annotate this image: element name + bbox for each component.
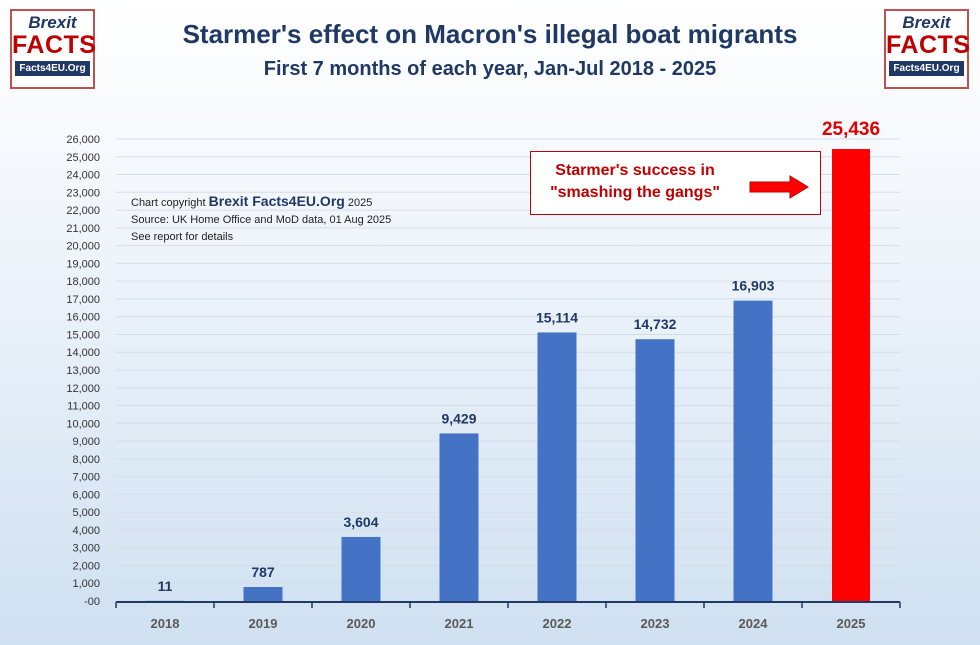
x-tick-label-2022: 2022 — [543, 616, 572, 631]
data-label-2021: 9,429 — [441, 410, 476, 426]
data-label-2024: 16,903 — [732, 278, 775, 294]
callout-line-1: Starmer's success in — [555, 162, 715, 179]
x-tick-label-2021: 2021 — [445, 616, 474, 631]
y-tick-label: 12,000 — [66, 383, 100, 395]
copyright-line: Chart copyright Brexit Facts4EU.Org 2025 — [131, 193, 391, 212]
x-tick-label-2023: 2023 — [641, 616, 670, 631]
bars — [145, 149, 870, 602]
data-label-2023: 14,732 — [634, 316, 677, 332]
brexit-facts-logo-left: Brexit FACTS Facts4EU.Org — [10, 9, 97, 89]
y-tick-label: 6,000 — [72, 489, 100, 501]
y-tick-label: 25,000 — [66, 152, 100, 164]
y-tick-label: 16,000 — [66, 312, 100, 324]
y-tick-label: 7,000 — [72, 472, 100, 484]
report-note: See report for details — [131, 231, 234, 243]
y-tick-label: 5,000 — [72, 507, 100, 519]
logo-line-url: Facts4EU.Org — [15, 61, 90, 76]
y-tick-label: 10,000 — [66, 418, 100, 430]
logo-line-url: Facts4EU.Org — [889, 61, 964, 76]
brexit-facts-logo-right: Brexit FACTS Facts4EU.Org — [884, 9, 971, 89]
copyright-brand: Brexit Facts4EU.Org — [208, 193, 345, 209]
logo-line-brexit: Brexit — [28, 13, 77, 32]
y-tick-label: 17,000 — [66, 294, 100, 306]
logo-line-facts: FACTS — [12, 31, 97, 59]
bar-2019 — [243, 587, 283, 601]
logo-line-facts: FACTS — [886, 31, 971, 59]
data-label-2019: 787 — [251, 564, 275, 580]
callout-box: Starmer's success in "smashing the gangs… — [530, 151, 821, 215]
bar-2023 — [635, 339, 675, 601]
y-tick-label: 11,000 — [67, 401, 100, 413]
y-tick-label: 22,000 — [66, 205, 100, 217]
bar-2020 — [341, 536, 381, 601]
copyright-year: 2025 — [344, 197, 373, 209]
data-label-2025: 25,436 — [822, 119, 880, 140]
y-tick-label: 20,000 — [66, 241, 100, 253]
x-axis — [115, 601, 901, 608]
data-label-2020: 3,604 — [343, 514, 378, 530]
y-tick-label: 19,000 — [66, 258, 100, 270]
arrow-right-icon — [749, 175, 809, 199]
y-tick-label: 2,000 — [72, 560, 100, 572]
y-tick-label: 13,000 — [66, 365, 100, 377]
x-tick-label-2020: 2020 — [347, 616, 376, 631]
y-tick-label: 1,000 — [72, 578, 100, 590]
copyright-prefix: Chart copyright — [131, 197, 209, 209]
y-tick-label: 24,000 — [66, 170, 100, 182]
y-tick-label: -00 — [84, 596, 100, 608]
chart-credits: Chart copyright Brexit Facts4EU.Org 2025… — [131, 193, 391, 246]
y-axis-ticks: -00 1,000 2,000 3,000 4,000 5,000 6,000 7,000 8,… — [66, 134, 100, 608]
x-tick-label-2018: 2018 — [151, 616, 180, 631]
chart-subtitle: First 7 months of each year, Jan-Jul 201… — [263, 58, 717, 80]
x-tick-label-2025: 2025 — [837, 616, 866, 631]
y-tick-label: 26,000 — [66, 134, 100, 146]
x-tick-label-2019: 2019 — [249, 616, 278, 631]
y-tick-label: 15,000 — [66, 329, 100, 341]
bar-2024 — [733, 300, 773, 601]
callout-text: Starmer's success in "smashing the gangs… — [539, 160, 731, 204]
category-labels: 2018 2019 2020 2021 2022 2023 2024 2025 — [151, 616, 866, 631]
bar-2021 — [439, 433, 479, 601]
bar-2025 — [832, 149, 870, 601]
chart-title: Starmer's effect on Macron's illegal boa… — [182, 19, 798, 49]
y-tick-label: 8,000 — [72, 454, 100, 466]
x-tick-label-2024: 2024 — [739, 616, 769, 631]
y-tick-label: 3,000 — [72, 543, 100, 555]
y-tick-label: 14,000 — [66, 347, 100, 359]
data-label-2018: 11 — [158, 578, 173, 594]
y-tick-label: 4,000 — [72, 525, 100, 537]
y-tick-label: 21,000 — [66, 223, 100, 235]
logo-line-brexit: Brexit — [902, 13, 951, 32]
y-tick-label: 18,000 — [66, 276, 100, 288]
y-tick-label: 9,000 — [72, 436, 100, 448]
data-label-2022: 15,114 — [536, 309, 578, 325]
callout-line-2: "smashing the gangs" — [550, 184, 720, 201]
y-tick-label: 23,000 — [66, 187, 100, 199]
source-line: Source: UK Home Office and MoD data, 01 … — [131, 214, 392, 226]
bar-2022 — [537, 332, 577, 601]
data-labels: 11 787 3,604 9,429 15,114 14,732 16,903 25,436 — [158, 119, 880, 594]
